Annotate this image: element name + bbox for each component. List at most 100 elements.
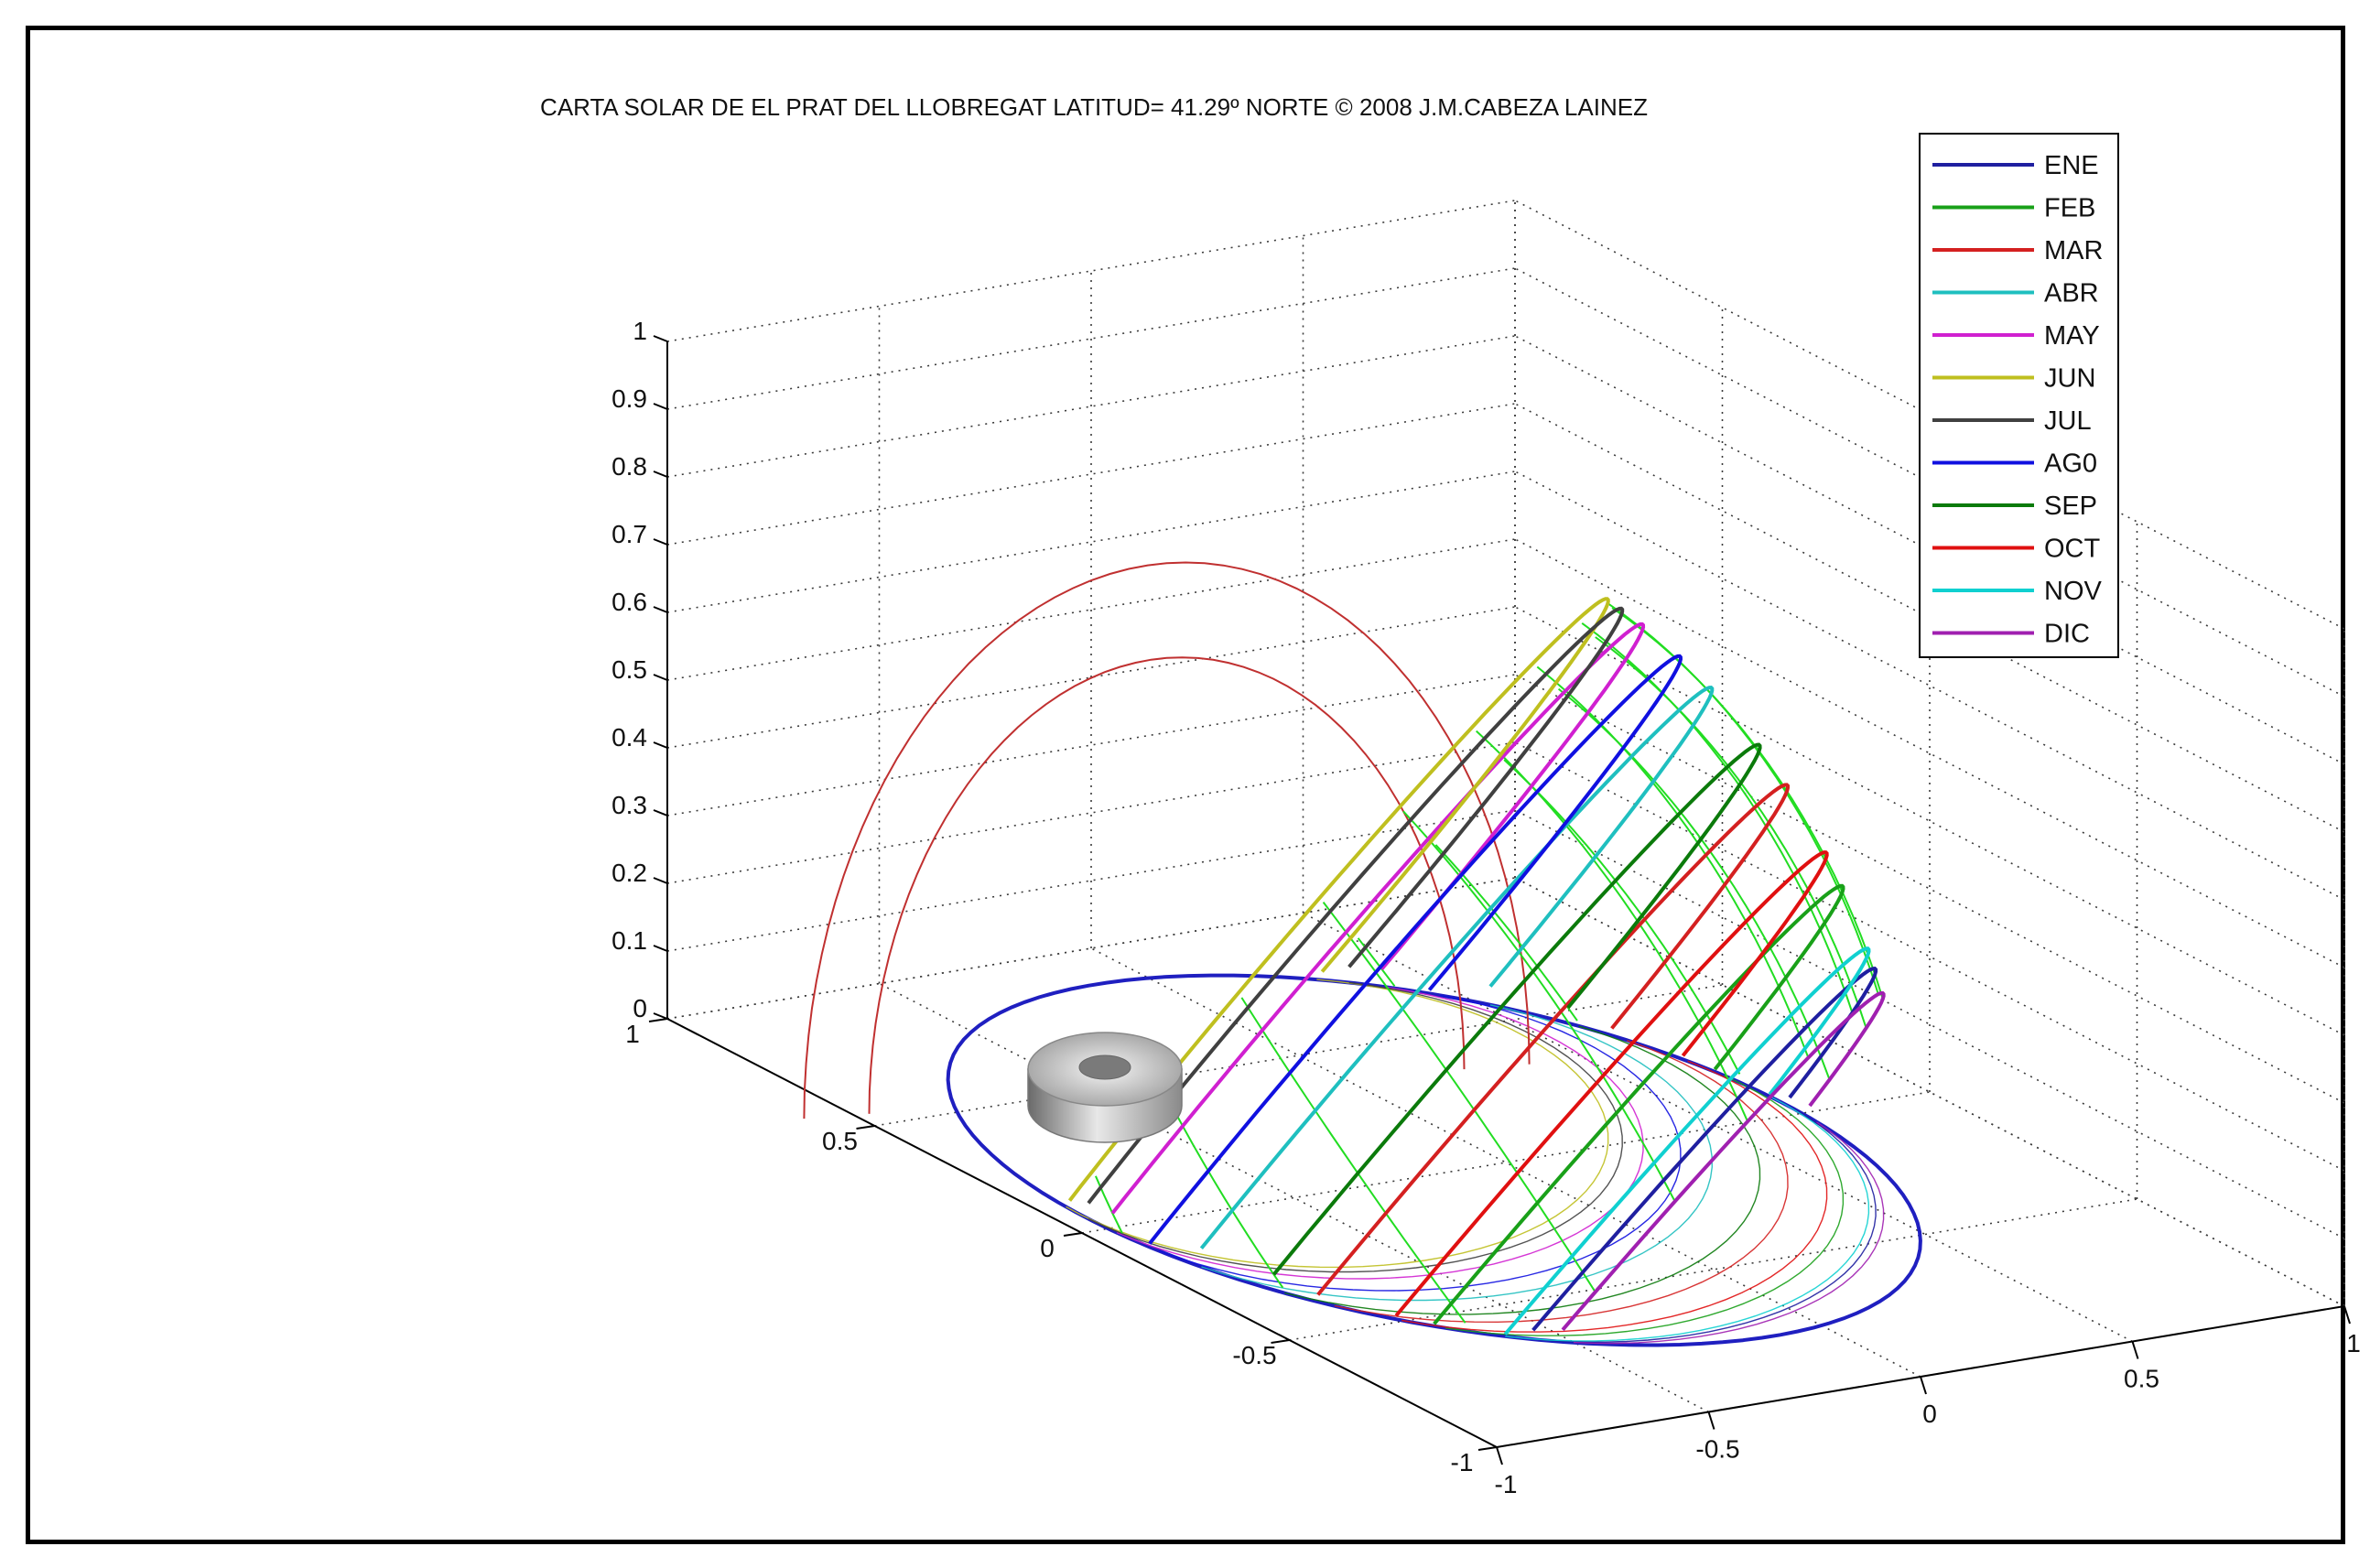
x-tick-label: -1 <box>1495 1470 1518 1498</box>
x-tick-label: 1 <box>2346 1329 2361 1357</box>
z-tick-mark <box>653 945 668 952</box>
series-line-jun <box>1067 597 1610 1202</box>
chart-title: CARTA SOLAR DE EL PRAT DEL LLOBREGAT LAT… <box>540 93 1648 121</box>
x-tick-mark <box>1707 1411 1715 1430</box>
tick-labels: 0 0.1 0.2 0.3 0.4 0.5 0.6 0.7 0.8 0.9 1 -1 -0.5 0 0.5 1… <box>611 317 2361 1498</box>
floor-trace <box>1401 1060 1828 1333</box>
y-tick-label: -1 <box>1451 1448 1474 1476</box>
wall-gridline <box>1514 538 2345 968</box>
reference-arc <box>868 656 1466 1114</box>
wall-gridline <box>1514 200 2345 630</box>
hour-line <box>1476 730 1749 1122</box>
y-tick-mark <box>1063 1232 1083 1237</box>
y-tick-label: 0.5 <box>822 1127 858 1155</box>
hour-line <box>1434 844 1578 1022</box>
wall-gridline <box>1514 403 2345 833</box>
legend-box <box>1919 133 2119 658</box>
y-tick-label: 0 <box>1040 1234 1055 1262</box>
z-tick-label: 0 <box>633 994 647 1022</box>
horizon-layer <box>946 973 1922 1347</box>
x-tick-mark <box>1920 1376 1927 1395</box>
reference-arcs <box>803 561 1531 1119</box>
legend-label: MAY <box>2044 321 2100 351</box>
hour-line <box>1163 1090 1284 1289</box>
floor-gridline <box>874 984 1723 1127</box>
floor-trace <box>1505 1096 1870 1342</box>
x-tick-label: -0.5 <box>1695 1435 1739 1464</box>
floor-trace <box>1066 979 1609 1269</box>
floor-gridline <box>1303 912 2133 1343</box>
floor-trace <box>1573 1121 1885 1345</box>
axes-box <box>648 335 2351 1465</box>
y-tick-mark <box>1271 1339 1290 1344</box>
floor-trace <box>1334 1040 1789 1324</box>
z-tick-label: 0.7 <box>611 520 647 548</box>
legend-label: DIC <box>2044 620 2090 649</box>
series-line-ag0 <box>1148 654 1683 1245</box>
x-tick-mark <box>2131 1341 2139 1359</box>
series-line-ene <box>1531 967 1878 1332</box>
legend-label: AG0 <box>2044 449 2097 479</box>
legend-label: ABR <box>2044 279 2099 308</box>
legend-label: MAR <box>2044 236 2103 265</box>
hour-line <box>1607 602 1879 995</box>
z-tick-label: 0.4 <box>611 723 647 752</box>
hour-line <box>1322 901 1596 1293</box>
floor-trace <box>1445 1075 1845 1336</box>
wall-gridline <box>1514 267 2345 697</box>
y-tick-mark <box>856 1125 875 1130</box>
legend-label: JUL <box>2044 406 2092 436</box>
floor-trace <box>1538 1108 1877 1343</box>
x-tick-label: 0 <box>1922 1400 1937 1428</box>
z-tick-label: 0.1 <box>611 926 647 955</box>
floor-trace <box>1201 1004 1714 1302</box>
z-tick-label: 0.6 <box>611 588 647 616</box>
x-tick-mark <box>1496 1446 1503 1465</box>
z-tick-label: 0.8 <box>611 452 647 481</box>
hour-line <box>1557 687 1831 1080</box>
z-tick-label: 0.3 <box>611 791 647 819</box>
z-tick-mark <box>653 674 668 681</box>
wall-gridline <box>1514 809 2345 1239</box>
observer-cylinder <box>1027 1032 1183 1143</box>
wall-gridline <box>666 200 1516 342</box>
wall-gridline <box>1514 470 2345 901</box>
z-tick-mark <box>653 877 668 884</box>
y-tick-label: -0.5 <box>1232 1341 1276 1369</box>
wall-gridline <box>1514 741 2345 1172</box>
series-line-dic <box>1561 990 1886 1332</box>
z-tick-mark <box>653 809 668 816</box>
z-tick-label: 0.9 <box>611 384 647 413</box>
wall-gridline <box>1514 606 2345 1036</box>
legend: ENE FEB MAR ABR MAY JUN JUL AG0 SEP OCT NOV DIC <box>1919 133 2119 658</box>
floor-trace <box>1088 981 1623 1273</box>
wall-gridline <box>1514 877 2345 1307</box>
z-tick-mark <box>653 335 668 342</box>
z-tick-mark <box>653 741 668 749</box>
y-tick-mark <box>648 1018 668 1022</box>
series-layer <box>1067 597 1886 1336</box>
z-tick-mark <box>653 538 668 546</box>
legend-label: ENE <box>2044 151 2099 180</box>
z-tick-label: 0.5 <box>611 655 647 684</box>
legend-label: FEB <box>2044 194 2095 223</box>
z-tick-mark <box>653 403 668 410</box>
floor-trace <box>1158 994 1682 1292</box>
hour-line <box>1611 607 1884 1000</box>
series-line-feb <box>1433 883 1845 1325</box>
legend-label: NOV <box>2044 577 2103 606</box>
z-tick-mark <box>653 606 668 613</box>
x-tick-mark <box>2343 1305 2351 1325</box>
wall-gridline <box>1514 335 2345 765</box>
z-tick-mark <box>653 1012 668 1020</box>
z-tick-mark <box>653 470 668 478</box>
series-line-mar <box>1316 783 1790 1296</box>
wall-gridline <box>1514 674 2345 1104</box>
y-tick-label: 1 <box>625 1020 640 1048</box>
x-tick-label: 0.5 <box>2124 1365 2159 1393</box>
series-line-nov <box>1503 946 1871 1336</box>
z-tick-label: 1 <box>633 317 647 345</box>
series-line-sep <box>1272 742 1762 1276</box>
legend-label: JUN <box>2044 364 2095 394</box>
